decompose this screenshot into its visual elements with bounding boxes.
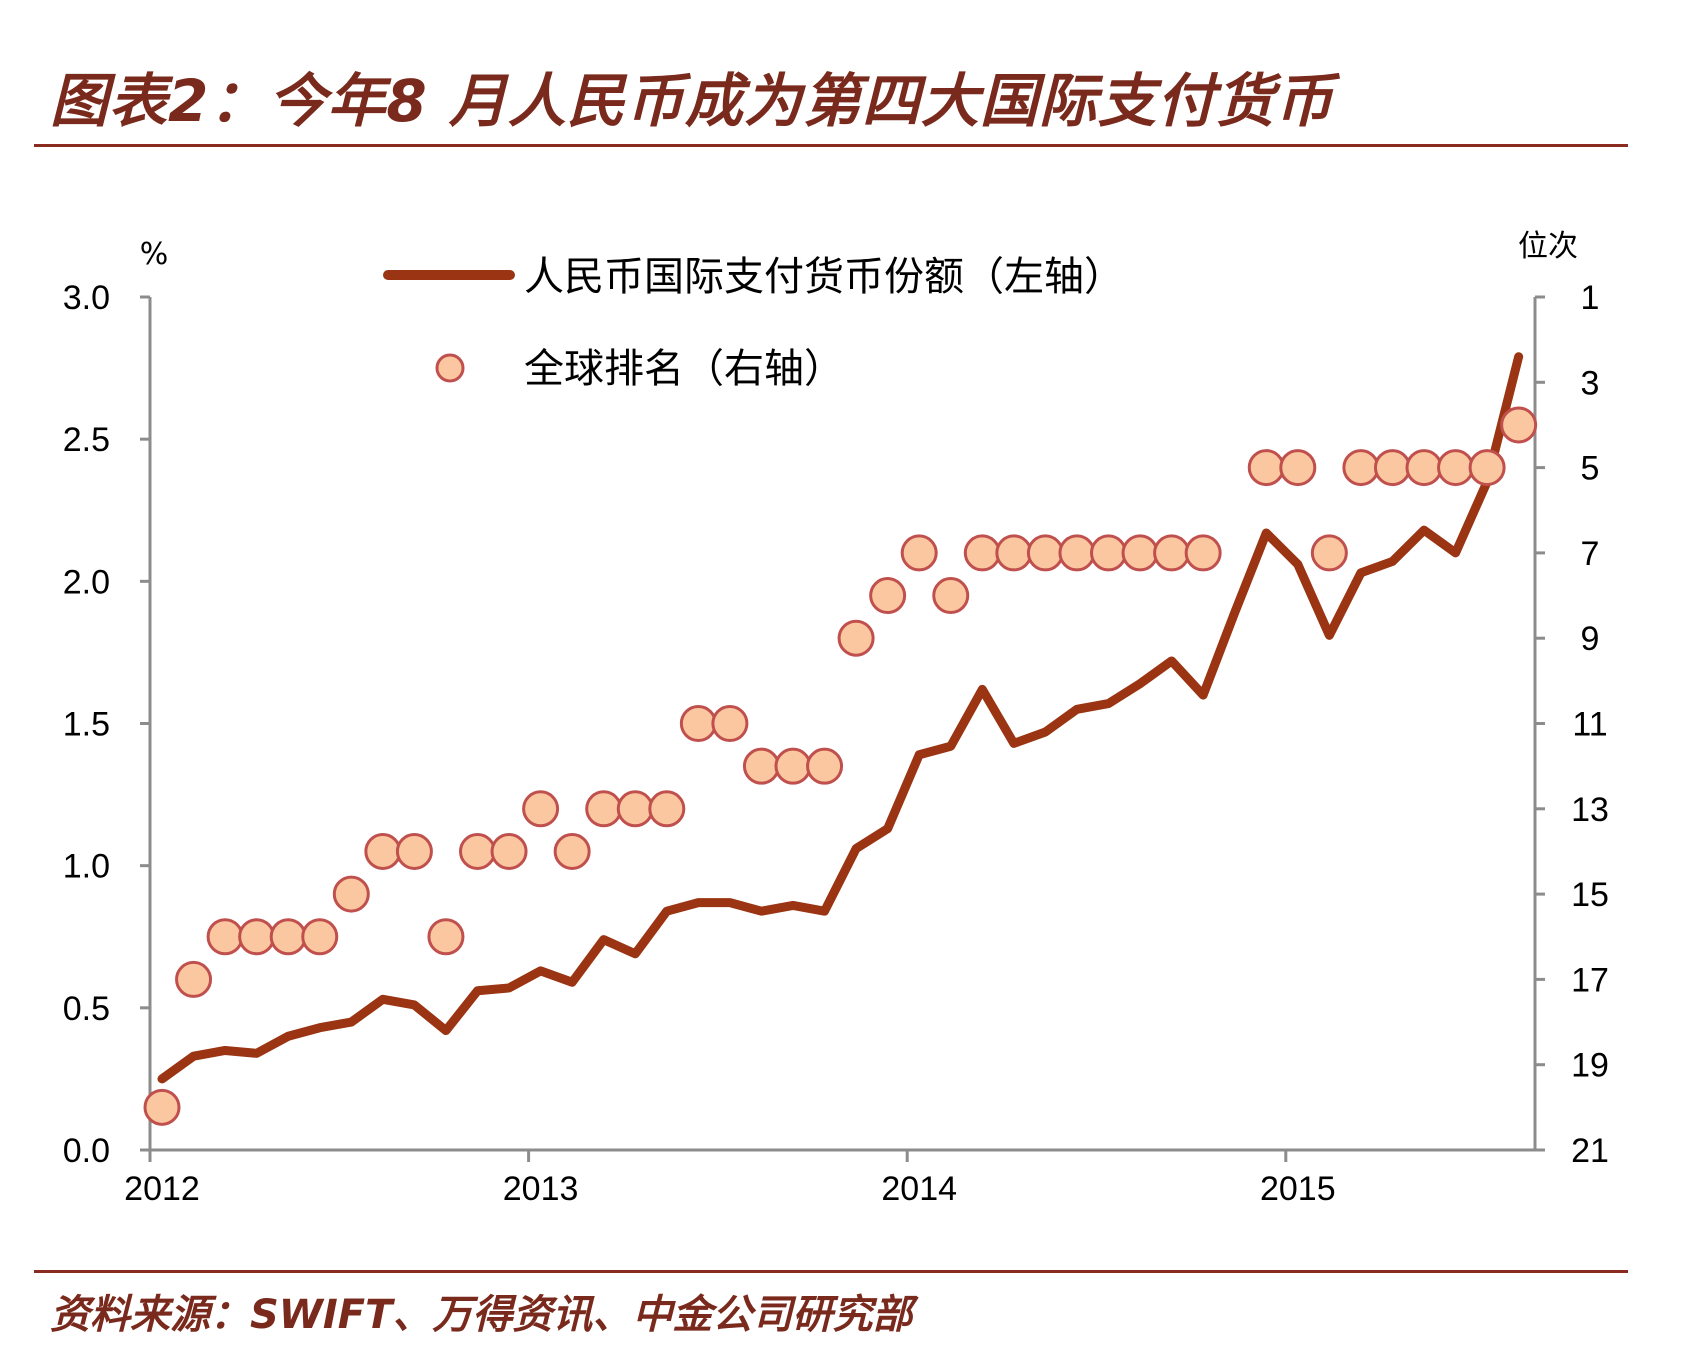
- chart: 0.00.51.01.52.02.53.0%13579111315171921位…: [63, 229, 1609, 1208]
- rank-point: [869, 577, 907, 615]
- right-tick-label: 9: [1581, 620, 1600, 658]
- rank-point: [1090, 534, 1127, 572]
- rank-point: [1342, 449, 1380, 487]
- right-tick-label: 3: [1581, 364, 1600, 402]
- rank-point: [616, 790, 654, 828]
- rank-point: [1247, 449, 1285, 487]
- left-tick-label: 2.5: [63, 421, 110, 459]
- rank-point: [742, 747, 780, 785]
- rank-point: [1184, 534, 1222, 572]
- rank-point: [1500, 406, 1538, 444]
- x-tick-label: 2015: [1260, 1170, 1336, 1208]
- right-tick-label: 1: [1581, 279, 1600, 317]
- rank-point: [364, 832, 402, 870]
- rank-point: [1058, 534, 1096, 572]
- left-tick-label: 1.5: [63, 706, 110, 744]
- series-points-rank: [143, 406, 1538, 1126]
- left-tick-label: 0.0: [63, 1132, 110, 1170]
- rank-point: [995, 534, 1033, 572]
- title-divider: [34, 144, 1628, 147]
- right-tick-label: 21: [1571, 1132, 1609, 1170]
- rank-point: [585, 790, 623, 828]
- rank-point: [490, 832, 528, 870]
- rank-point: [427, 918, 465, 956]
- legend-label-share: 人民币国际支付货币份额（左轴）: [524, 254, 1124, 300]
- right-tick-label: 11: [1572, 706, 1607, 744]
- rank-point: [1373, 449, 1411, 487]
- rank-point: [1405, 449, 1443, 487]
- x-tick-label: 2014: [881, 1170, 957, 1208]
- rank-point: [1279, 449, 1317, 487]
- rank-point: [1026, 534, 1064, 572]
- rank-point: [206, 918, 244, 956]
- right-tick-label: 15: [1571, 876, 1609, 914]
- rank-point: [238, 918, 276, 956]
- rank-point: [806, 747, 844, 785]
- rank-point: [679, 705, 717, 742]
- rank-point: [522, 790, 560, 828]
- series-line-share: [157, 352, 1524, 1084]
- rank-point: [1310, 534, 1348, 572]
- x-tick-label: 2012: [124, 1170, 200, 1208]
- rank-point: [143, 1088, 181, 1126]
- axes: 0.00.51.01.52.02.53.0%13579111315171921位…: [63, 229, 1609, 1208]
- rank-point: [837, 619, 875, 657]
- legend: 人民币国际支付货币份额（左轴） 全球排名（右轴）: [383, 254, 1124, 392]
- rank-point: [711, 705, 749, 742]
- rank-point: [395, 832, 433, 870]
- right-tick-label: 13: [1571, 791, 1609, 829]
- rank-point: [553, 832, 591, 870]
- rank-point: [774, 747, 812, 785]
- rank-point: [301, 918, 339, 956]
- rank-point: [963, 534, 1001, 572]
- rank-point: [932, 577, 970, 615]
- left-tick-label: 0.5: [63, 990, 110, 1028]
- left-tick-label: 3.0: [63, 279, 110, 317]
- left-axis-unit: %: [140, 237, 169, 272]
- rank-point: [269, 918, 307, 956]
- right-axis-unit: 位次: [1518, 229, 1578, 264]
- rank-point: [459, 832, 496, 870]
- rank-point: [1468, 449, 1506, 487]
- share-line: [157, 352, 1524, 1084]
- legend-label-rank: 全球排名（右轴）: [524, 346, 844, 392]
- x-tick-label: 2013: [503, 1170, 579, 1208]
- rank-point: [175, 960, 213, 998]
- rank-point: [648, 790, 686, 828]
- left-tick-label: 1.0: [63, 848, 110, 886]
- source-divider: [34, 1270, 1628, 1273]
- rank-point: [900, 534, 938, 572]
- right-tick-label: 19: [1571, 1047, 1609, 1085]
- right-tick-label: 7: [1581, 535, 1600, 573]
- rank-point: [1437, 449, 1475, 487]
- legend-marker-swatch: [435, 353, 465, 383]
- rank-point: [332, 875, 370, 913]
- chart-title: 图表2：今年8 月人民币成为第四大国际支付货币: [50, 67, 1334, 135]
- right-tick-label: 17: [1571, 961, 1609, 999]
- source-note: 资料来源：SWIFT、万得资讯、中金公司研究部: [50, 1292, 913, 1338]
- left-tick-label: 2.0: [63, 563, 110, 601]
- rank-point: [1121, 534, 1159, 572]
- right-tick-label: 5: [1581, 450, 1600, 488]
- rank-point: [1153, 534, 1191, 572]
